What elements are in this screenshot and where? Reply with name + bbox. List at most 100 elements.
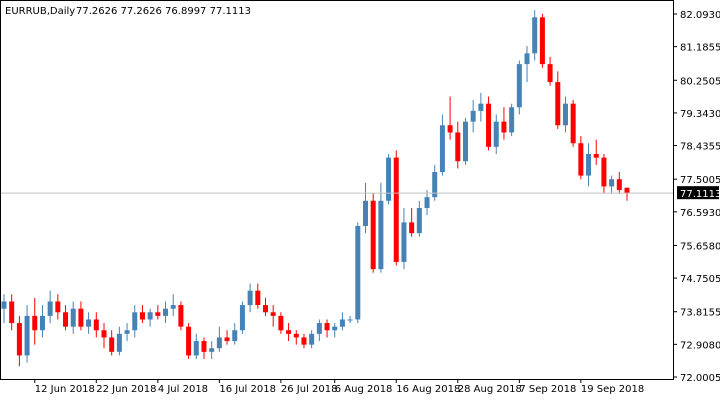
candle-body [516, 64, 522, 108]
candle-body [9, 301, 15, 324]
candle-body [316, 323, 322, 334]
x-tick-label: 22 Jun 2018 [96, 384, 156, 395]
candle-body [232, 330, 238, 342]
candle-body [101, 330, 107, 338]
candle-body [593, 154, 599, 158]
candle-body [416, 207, 422, 234]
x-tick-label: 6 Aug 2018 [335, 384, 393, 395]
x-axis: 12 Jun 2018 22 Jun 2018 4 Jul 2018 16 Jul 2… [34, 379, 644, 395]
candle-body [439, 125, 445, 173]
y-tick-label: 80.2505 [680, 76, 720, 87]
candle-body [63, 312, 69, 327]
x-tick-label: 19 Sep 2018 [581, 384, 644, 395]
x-tick-label: 12 Jun 2018 [35, 384, 95, 395]
y-tick-label: 81.1855 [680, 43, 720, 54]
candle-body [539, 17, 545, 65]
candle-body [286, 330, 292, 334]
candles-group [1, 10, 630, 367]
y-tick-label: 79.3430 [680, 109, 720, 120]
candle-body [347, 319, 353, 321]
y-tick-label: 75.6580 [680, 241, 720, 252]
candle-body [532, 17, 538, 54]
candle-body [209, 348, 215, 352]
candle-body [470, 110, 476, 122]
candle-body [193, 341, 199, 356]
current-price-label: 77.1113 [680, 189, 720, 200]
candle-body [39, 315, 45, 331]
chart-symbol: EURRUB,Daily [5, 6, 75, 17]
chart-ohlc: 77.2626 77.2626 76.8997 77.1113 [76, 6, 251, 17]
current-price-tag: 77.1113 [677, 186, 720, 200]
candle-body [432, 172, 438, 198]
candle-body [309, 333, 315, 345]
candle-body [524, 53, 530, 65]
x-tick-label: 7 Sep 2018 [519, 384, 576, 395]
candle-body [332, 326, 338, 331]
candle-body [239, 305, 245, 331]
candle-body [355, 225, 361, 320]
candle-body [70, 308, 76, 327]
current-price-tag-bg [677, 186, 719, 200]
candle-body [362, 200, 368, 226]
candle-body [255, 290, 261, 306]
candle-body [1, 301, 7, 309]
candle-body [370, 200, 376, 270]
x-tick-label: 28 Aug 2018 [458, 384, 522, 395]
candle-body [55, 301, 61, 313]
candle-body [224, 337, 230, 342]
y-tick-label: 72.0005 [680, 373, 720, 384]
candle-body [609, 179, 615, 187]
candle-body [78, 308, 84, 327]
candle-body [555, 82, 561, 126]
candle-body [324, 323, 330, 331]
candle-body [124, 330, 130, 334]
candle-body [132, 312, 138, 331]
candle-body [278, 315, 284, 331]
x-tick-label: 26 Jul 2018 [281, 384, 338, 395]
candle-body [462, 121, 468, 162]
candle-body [339, 319, 345, 327]
y-tick-label: 77.5005 [680, 175, 720, 186]
candle-body [547, 64, 553, 83]
candle-body [93, 319, 99, 331]
candle-body [16, 323, 22, 356]
candle-body [393, 157, 399, 262]
candle-body [478, 103, 484, 111]
candle-body [386, 157, 392, 201]
candle-body [24, 315, 30, 356]
candle-body [447, 125, 453, 133]
candle-body [139, 312, 145, 320]
candle-body [616, 179, 622, 190]
candle-body [178, 305, 184, 327]
candle-body [624, 187, 630, 194]
candle-body [216, 337, 222, 349]
y-tick-label: 82.0930 [680, 10, 720, 21]
candle-body [147, 312, 153, 320]
candle-body [293, 333, 299, 338]
candle-body [578, 143, 584, 176]
candle-body [155, 312, 161, 316]
candle-body [170, 305, 176, 309]
candle-body [486, 103, 492, 147]
candle-body [109, 337, 115, 352]
y-tick-label: 74.7505 [680, 274, 720, 285]
candle-body [247, 290, 253, 306]
candle-body [562, 103, 568, 126]
plot-frame [0, 0, 674, 380]
candle-body [509, 107, 515, 133]
candle-body [163, 308, 169, 316]
y-tick-label: 73.8155 [680, 308, 720, 319]
candle-body [32, 315, 38, 331]
candle-body [270, 312, 276, 316]
candle-body [186, 326, 192, 356]
candle-body [263, 305, 269, 313]
candle-body [116, 333, 122, 352]
y-tick-label: 72.9080 [680, 340, 720, 351]
y-axis: 82.0930 81.1855 80.2505 79.3430 78.4355 77.50… [673, 10, 720, 384]
candle-body [47, 301, 53, 316]
candle-body [378, 200, 384, 270]
candle-body [570, 103, 576, 144]
x-tick-label: 4 Jul 2018 [158, 384, 208, 395]
